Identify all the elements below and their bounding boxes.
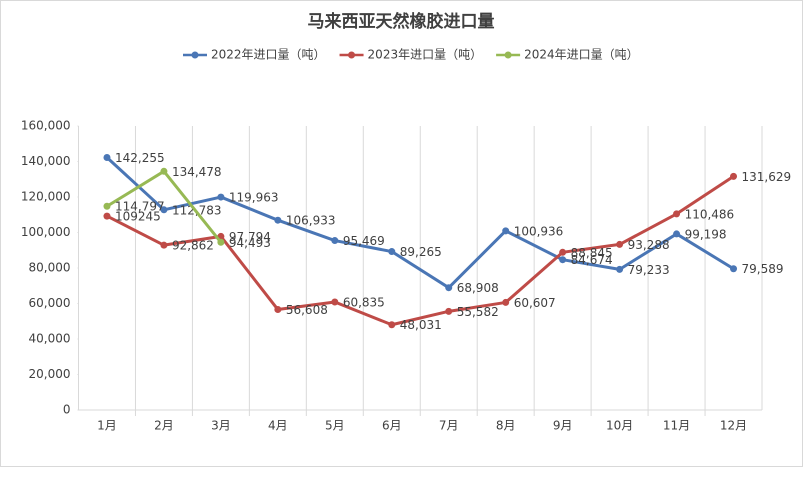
data-point — [388, 248, 396, 256]
data-label: 79,589 — [742, 262, 784, 276]
data-label: 110,486 — [685, 207, 735, 221]
series-line — [105, 156, 735, 290]
data-point — [217, 193, 225, 201]
data-label: 60,607 — [514, 296, 556, 310]
y-tick-label: 100,000 — [21, 225, 71, 239]
data-label: 106,933 — [286, 214, 336, 228]
data-point — [160, 167, 168, 175]
data-label: 92,862 — [172, 239, 214, 253]
series-line — [106, 175, 735, 327]
data-point — [445, 284, 453, 292]
data-label: 134,478 — [172, 165, 222, 179]
data-point — [103, 212, 111, 220]
data-label: 84,674 — [571, 253, 613, 267]
data-label: 55,582 — [457, 305, 499, 319]
data-point — [502, 227, 510, 235]
x-tick-label: 9月 — [553, 419, 573, 433]
data-point — [445, 307, 453, 315]
data-point — [502, 298, 510, 306]
data-label: 48,031 — [400, 318, 442, 332]
x-tick-label: 1月 — [97, 419, 117, 433]
y-tick-label: 140,000 — [21, 154, 71, 168]
data-point — [673, 210, 681, 218]
data-point — [730, 172, 738, 180]
x-tick-label: 5月 — [325, 419, 345, 433]
data-label: 60,835 — [343, 296, 385, 310]
data-label: 56,608 — [286, 303, 328, 317]
data-point — [160, 206, 168, 214]
data-label: 95,469 — [343, 234, 385, 248]
legend-label: 2024年进口量（吨） — [524, 48, 639, 62]
y-tick-label: 0 — [63, 403, 71, 417]
data-point — [331, 237, 339, 245]
data-point — [217, 238, 225, 246]
data-point — [388, 321, 396, 329]
x-tick-label: 7月 — [439, 419, 459, 433]
chart-frame — [0, 0, 803, 467]
data-label: 93,288 — [628, 238, 670, 252]
data-point — [160, 241, 168, 249]
chart-title: 马来西亚天然橡胶进口量 — [308, 11, 495, 32]
data-point — [274, 216, 282, 224]
legend-label: 2023年进口量（吨） — [368, 48, 483, 62]
data-label: 114,797 — [115, 200, 165, 214]
x-tick-label: 6月 — [382, 419, 402, 433]
data-label: 97,794 — [229, 230, 271, 244]
data-point — [103, 153, 111, 161]
data-point — [559, 256, 567, 264]
data-label: 88,845 — [571, 246, 613, 260]
y-tick-label: 160,000 — [21, 119, 71, 133]
x-tick-label: 3月 — [211, 419, 231, 433]
x-tick-label: 11月 — [663, 419, 690, 433]
legend-label: 2022年进口量（吨） — [211, 48, 326, 62]
x-tick-label: 10月 — [606, 419, 633, 433]
data-point — [673, 230, 681, 238]
data-point — [616, 240, 624, 248]
data-label: 89,265 — [400, 245, 442, 259]
data-label: 94,493 — [229, 236, 271, 250]
legend-marker — [504, 51, 512, 59]
data-label: 68,908 — [457, 281, 499, 295]
data-label: 99,198 — [685, 227, 727, 241]
data-label: 79,233 — [628, 263, 670, 277]
data-label: 142,255 — [115, 151, 165, 165]
x-tick-label: 2月 — [154, 419, 174, 433]
x-tick-label: 4月 — [268, 419, 288, 433]
legend-marker — [191, 51, 199, 59]
legend-marker — [348, 51, 356, 59]
y-tick-label: 80,000 — [29, 261, 71, 275]
y-tick-label: 60,000 — [29, 296, 71, 310]
data-point — [559, 248, 567, 256]
x-tick-label: 12月 — [720, 419, 747, 433]
data-point — [103, 202, 111, 210]
data-point — [331, 298, 339, 306]
data-point — [616, 265, 624, 273]
data-point — [274, 306, 282, 314]
data-point — [730, 265, 738, 273]
y-tick-label: 120,000 — [21, 190, 71, 204]
data-label: 131,629 — [742, 170, 792, 184]
y-tick-label: 40,000 — [29, 332, 71, 346]
data-label: 109245 — [115, 210, 161, 224]
x-tick-label: 8月 — [496, 419, 516, 433]
data-label: 119,963 — [229, 191, 279, 205]
y-tick-label: 20,000 — [29, 367, 71, 381]
data-label: 100,936 — [514, 224, 564, 238]
